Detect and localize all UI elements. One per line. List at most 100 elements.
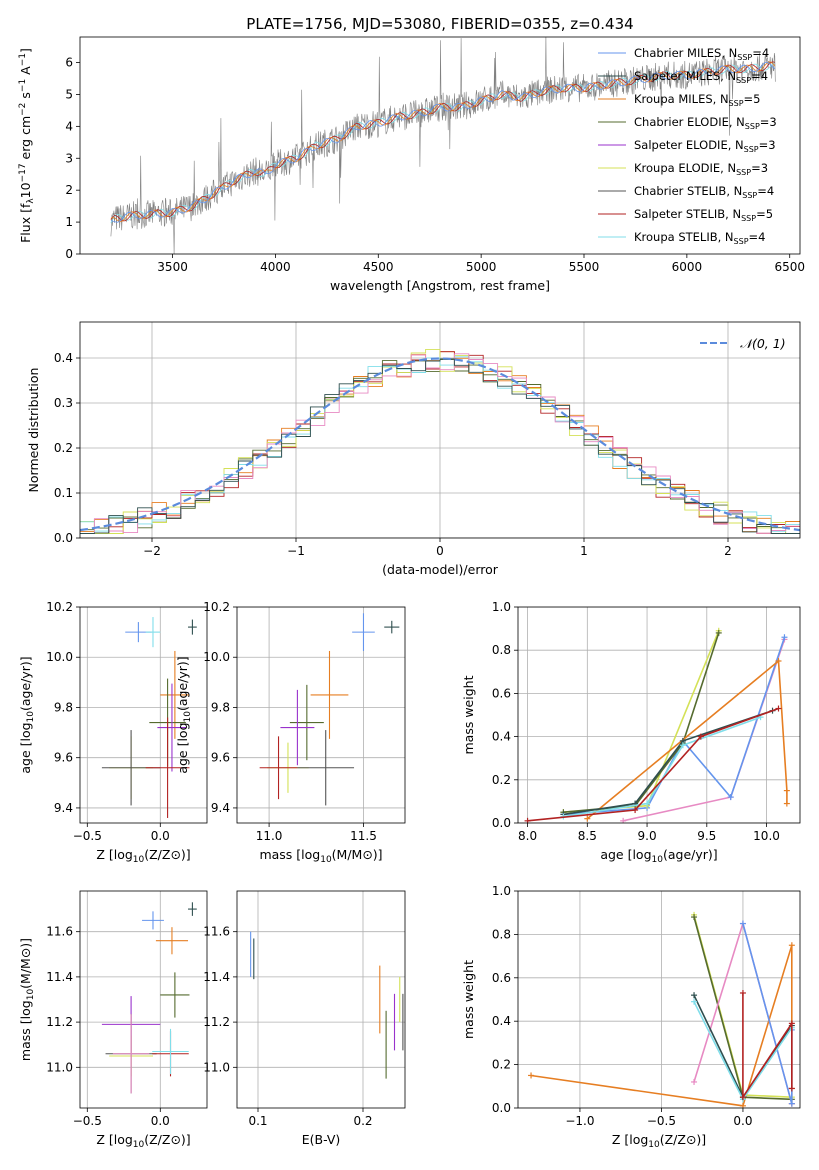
model-spectrum <box>110 61 776 223</box>
histogram-step <box>80 356 800 532</box>
x-tick-label: 9.5 <box>697 829 716 843</box>
y-tick-label: 0.6 <box>492 686 511 700</box>
y-tick-label: 0.2 <box>492 773 511 787</box>
legend-sub: SSP <box>745 122 760 131</box>
y-tick-label: 10.0 <box>46 650 73 664</box>
axes-frame <box>236 890 406 1109</box>
y-tick-label: 11.2 <box>46 1015 73 1029</box>
y-tick-label: 0.2 <box>492 1058 511 1072</box>
y-axis-label: Normed distribution <box>26 368 41 493</box>
legend-label: Salpeter MILES, NSSP=4 <box>634 69 768 85</box>
y-axis-label-sub: 10 <box>26 989 36 1001</box>
plot-area-hist <box>80 322 800 538</box>
y-tick-label: 0.8 <box>492 927 511 941</box>
x-axis-label: mass [log10(M/M⊙)] <box>259 847 382 865</box>
y-label-tail3: A <box>18 66 33 79</box>
y-tick-label: 0.0 <box>54 531 73 545</box>
x-tick-label: 6500 <box>774 260 805 274</box>
y-axis-label: mass weight <box>461 960 476 1039</box>
y-label-end: ] <box>18 48 33 53</box>
y-tick-label: 10.2 <box>46 600 73 614</box>
y-label-sup4: −1 <box>18 53 28 66</box>
y-axis-label-sub: 10 <box>26 711 36 723</box>
legend-gauss-label: 𝒩(0, 1) <box>740 336 786 351</box>
y-tick-label: 9.6 <box>54 751 73 765</box>
legend-sub: SSP <box>742 191 757 200</box>
y-axis-label-tail: (age/yr)] <box>18 656 33 711</box>
y-tick-label: 9.4 <box>211 801 230 815</box>
y-tick-label: 11.4 <box>203 970 230 984</box>
legend-label: Kroupa STELIB, NSSP=4 <box>634 230 765 246</box>
plot-area-age_Z <box>80 607 207 823</box>
legend-sub: SSP <box>744 145 759 154</box>
weight-series-line <box>742 993 793 1100</box>
legend-tail: =3 <box>759 138 776 152</box>
legend-label: Chabrier ELODIE, NSSP=3 <box>634 115 777 131</box>
plot-area-age_mass <box>237 607 405 823</box>
y-tick-label: 11.0 <box>203 1060 230 1074</box>
y-tick-label: 9.4 <box>54 801 73 815</box>
x-axis-label-tail: (Z/Z⊙)] <box>144 847 190 862</box>
weight-series-line <box>563 709 773 816</box>
x-tick-label: 4500 <box>363 260 394 274</box>
panel-mass_ebv: 0.1 0.2 11.0 11.2 11.4 11.6 E(B-V) <box>203 890 406 1147</box>
x-axis-label-tail: (Z/Z⊙)] <box>144 1132 190 1147</box>
y-tick-label: 9.8 <box>54 700 73 714</box>
legend-tail: =3 <box>760 115 777 129</box>
axes-frame <box>236 606 406 824</box>
legend-sub: SSP <box>736 76 751 85</box>
axes-frame <box>79 890 208 1109</box>
legend-label: Kroupa ELODIE, NSSP=3 <box>634 161 768 177</box>
x-tick-label: 0.2 <box>353 1114 372 1128</box>
x-axis-label-tail: (Z/Z⊙)] <box>660 1132 706 1147</box>
y-tick-label: 11.4 <box>46 970 73 984</box>
x-tick-label: −0.5 <box>647 1114 676 1128</box>
weight-series-line <box>527 707 779 822</box>
legend-label: Kroupa MILES, NSSP=5 <box>634 92 760 108</box>
x-axis-label: (data-model)/error <box>382 562 499 577</box>
y-axis-label-sub: 10 <box>183 711 193 723</box>
y-tick-label: 9.8 <box>211 700 230 714</box>
y-tick-label: 11.6 <box>46 925 73 939</box>
legend-sub: SSP <box>741 214 756 223</box>
weight-series-line <box>742 923 793 1104</box>
x-tick-label: 5500 <box>569 260 600 274</box>
legend-label: Salpeter STELIB, NSSP=5 <box>634 207 773 223</box>
legend-tail: =4 <box>757 184 774 198</box>
x-tick-label: 0.0 <box>733 1114 752 1128</box>
y-tick-label: 0.3 <box>54 396 73 410</box>
x-axis-label: age [log10(age/yr)] <box>600 847 717 865</box>
x-axis-label: Z [log10(Z/Z⊙)] <box>96 1132 190 1150</box>
x-axis-label: Z [log10(Z/Z⊙)] <box>612 1132 706 1150</box>
axes-frame <box>79 606 208 824</box>
x-axis-label-sub: 10 <box>133 1140 145 1150</box>
x-tick-label: −0.5 <box>73 829 102 843</box>
x-axis-label-tail: (M/M⊙)] <box>332 847 383 862</box>
panel-age_Z: −0.5 0.0 9.4 9.6 9.8 10.0 10.2 Z [log10(Z/Z⊙)] a… <box>18 600 208 865</box>
y-label-mid: 10 <box>18 182 33 198</box>
plot-area-weight_Z <box>518 891 800 1108</box>
legend-sub: SSP <box>737 53 752 62</box>
x-tick-label: 11.0 <box>256 829 283 843</box>
figure-title: PLATE=1756, MJD=53080, FIBERID=0355, z=0… <box>246 15 633 33</box>
axes-frame <box>79 36 801 255</box>
axes-frame <box>79 321 801 539</box>
legend-tail: =5 <box>744 92 761 106</box>
model-spectrum <box>110 61 776 224</box>
y-tick-label: 0 <box>65 247 73 261</box>
y-tick-label: 0.6 <box>492 971 511 985</box>
x-axis-label-sub: 10 <box>320 855 332 865</box>
legend-tail: =3 <box>751 161 768 175</box>
x-axis-label-sub: 10 <box>648 1140 660 1150</box>
legend-sub: SSP <box>729 99 744 108</box>
y-tick-label: 0.4 <box>492 1014 511 1028</box>
y-label-sup2: −2 <box>18 103 28 116</box>
axes-frame <box>517 606 801 824</box>
y-axis-label: age [log10(age/yr)] <box>175 656 193 773</box>
legend-label: Salpeter ELODIE, NSSP=3 <box>634 138 776 154</box>
panel-hist: −2 −1 0 1 2 0.0 0.1 0.2 0.3 0.4 (data-model)/error… <box>26 321 801 577</box>
panel-age_mass: 11.0 11.5 9.4 9.6 9.8 10.0 10.2 mass [log10(M/M… <box>175 600 406 865</box>
observed-spectrum <box>110 37 776 254</box>
y-tick-label: 0.0 <box>492 1101 511 1115</box>
x-tick-label: −2 <box>143 544 161 558</box>
